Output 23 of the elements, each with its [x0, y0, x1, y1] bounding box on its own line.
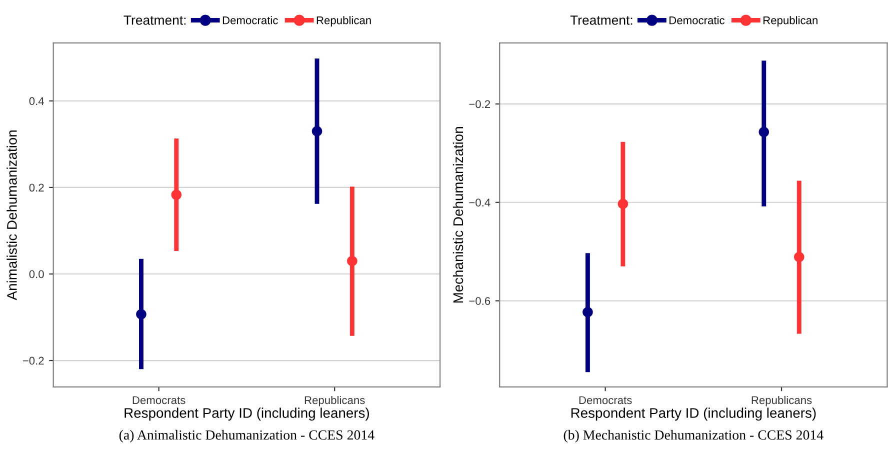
x-axis-title: Respondent Party ID (including leaners): [571, 408, 816, 421]
legend-label: Republican: [763, 16, 818, 26]
y-tick-label: −0.2: [469, 100, 490, 108]
legend-title: Treatment:: [124, 16, 186, 25]
x-tick-label: Democrats: [132, 396, 186, 404]
y-tick-label: −0.2: [22, 356, 44, 365]
legend-label: Democratic: [670, 16, 725, 24]
y-tick-label: 0.0: [29, 270, 44, 278]
legend-label: Republican: [316, 16, 371, 26]
x-axis-title: Respondent Party ID (including leaners): [124, 408, 369, 421]
x-tick-label: Republicans: [304, 396, 365, 406]
legend-title: Treatment:: [570, 16, 632, 25]
text: (a) Animalistic Dehumanization - CCES 2014: [119, 430, 374, 443]
x-tick-label: Republicans: [752, 396, 812, 406]
x-tick-label: Democrats: [579, 396, 632, 404]
y-tick-label: 0.2: [29, 184, 44, 192]
y-tick-label: −0.4: [469, 198, 490, 207]
text: (b) Mechanistic Dehumanization - CCES 2014: [564, 430, 824, 443]
legend-label: Democratic: [222, 16, 278, 24]
y-tick-label: 0.4: [29, 97, 44, 106]
y-tick-label: −0.6: [469, 297, 490, 305]
y-axis-title: Mechanistic Dehumanization: [452, 127, 464, 303]
y-axis-title: Animalistic Dehumanization: [6, 130, 17, 300]
